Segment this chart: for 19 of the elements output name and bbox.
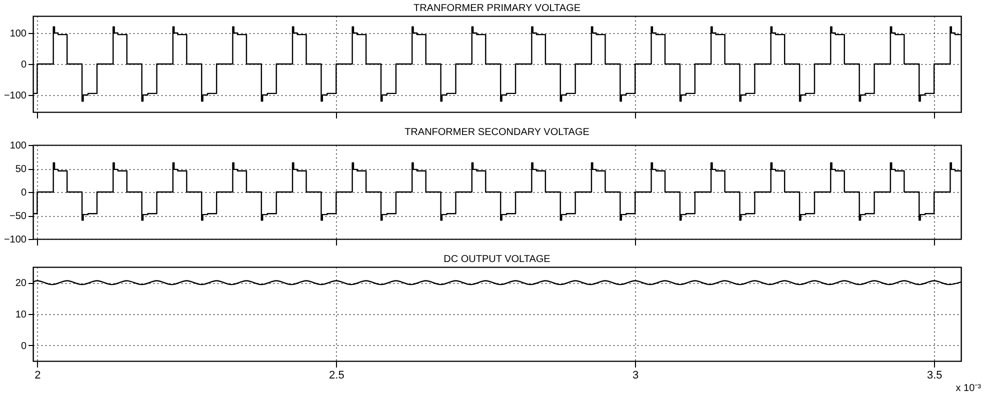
- y-tick-label: 100: [10, 28, 27, 40]
- chart-title: TRANFORMER PRIMARY VOLTAGE: [413, 3, 581, 14]
- y-tick-label: 0: [20, 340, 27, 352]
- y-tick-label: −100: [4, 90, 27, 102]
- y-tick-label: 100: [10, 140, 27, 152]
- y-tick-label: 0: [20, 60, 27, 70]
- x-tick-label: 2: [34, 370, 41, 382]
- chart-title: DC OUTPUT VOLTAGE: [444, 254, 551, 265]
- x-tick-label: 2.5: [329, 370, 344, 382]
- y-tick-label: −100: [4, 234, 27, 246]
- x-tick-label: 3: [632, 370, 639, 382]
- chart-title: TRANFORMER SECONDARY VOLTAGE: [404, 127, 590, 138]
- y-tick-label: 0: [20, 188, 27, 198]
- y-tick-label: 10: [15, 310, 27, 320]
- y-tick-label: 20: [15, 278, 27, 290]
- text: x 10⁻³: [956, 383, 982, 394]
- y-tick-label: 50: [15, 164, 27, 175]
- x-tick-label: 3.5: [926, 370, 942, 382]
- y-tick-label: −50: [10, 211, 27, 222]
